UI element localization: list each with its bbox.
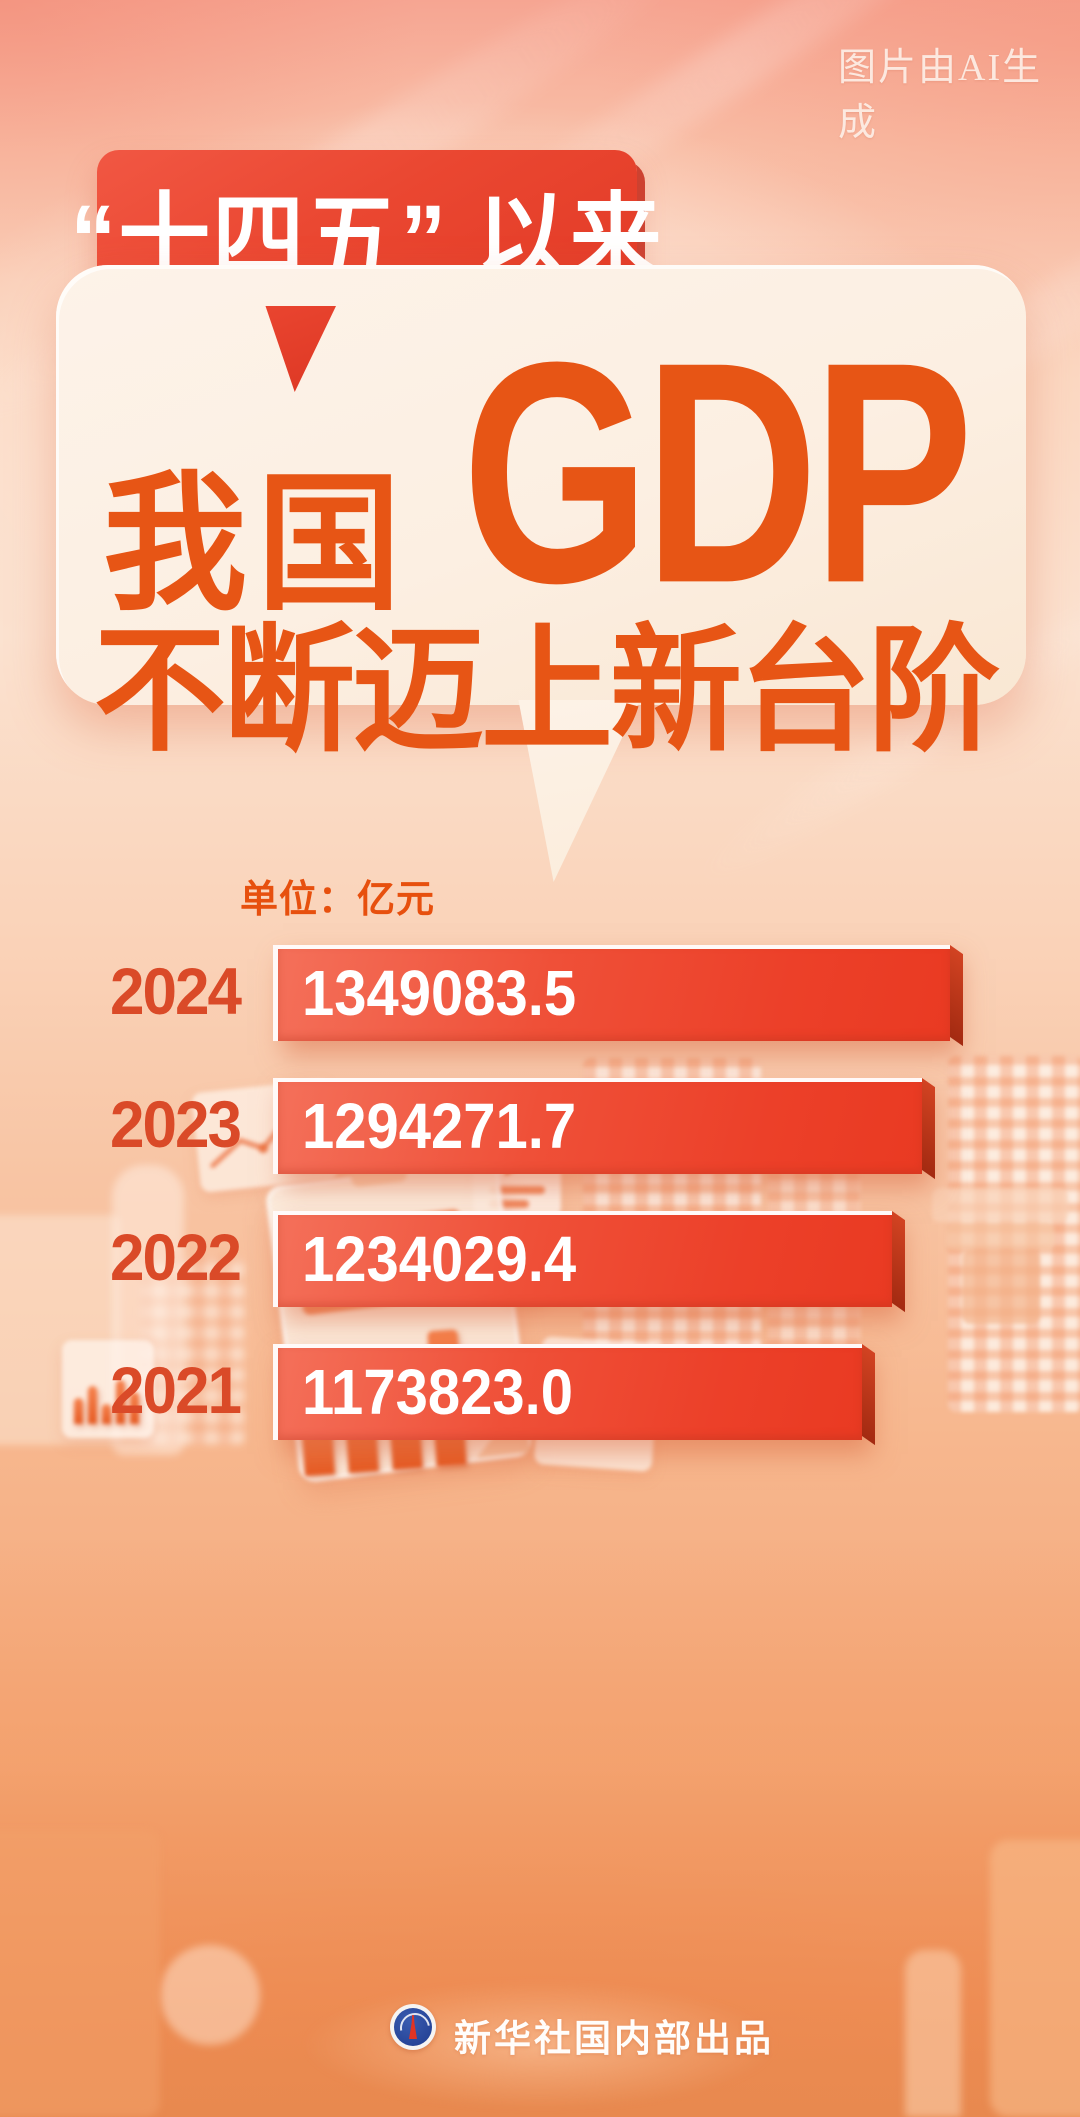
bar-value: 1173823.0 <box>302 1356 573 1429</box>
bg-bottle-right <box>905 1950 961 2117</box>
tower-icon <box>409 2015 417 2039</box>
bg-podium-right <box>932 1188 1068 1222</box>
year-label: 2021 <box>110 1354 242 1429</box>
xinhua-logo <box>390 2004 436 2050</box>
year-label: 2023 <box>110 1088 242 1163</box>
xinhua-emblem-icon <box>394 2008 432 2046</box>
mini-bar <box>102 1404 111 1424</box>
year-label: 2024 <box>110 955 242 1030</box>
bar-value: 1349083.5 <box>302 957 577 1030</box>
bar-value: 1234029.4 <box>302 1223 577 1296</box>
title-bubble <box>56 265 1026 705</box>
title-line2: 不断迈上新台阶 <box>94 614 1000 768</box>
bg-podium-right-2 <box>946 1222 1054 1250</box>
doc-line <box>489 1186 545 1194</box>
chart-row: 2024 1349083.5 <box>0 945 1080 1041</box>
bg-cube-left <box>0 1830 160 2117</box>
chart-row: 2023 1294271.7 <box>0 1078 1080 1174</box>
bg-cylinder-right <box>990 1840 1080 2117</box>
mini-bar <box>74 1398 83 1424</box>
mini-bar <box>130 1392 139 1424</box>
doc-line <box>489 1200 529 1208</box>
unit-label: 单位：亿元 <box>240 879 436 921</box>
bg-podium-right-3 <box>962 1250 1040 1324</box>
bg-plate <box>300 1980 780 2110</box>
mini-bar <box>116 1380 125 1424</box>
gdp-bar: 1173823.0 <box>273 1344 862 1440</box>
gdp-bar: 1349083.5 <box>273 945 950 1041</box>
title-gdp: GDP <box>462 297 974 649</box>
year-label: 2022 <box>110 1221 242 1296</box>
title-prefix: 我国 <box>103 460 412 628</box>
ai-generated-note: 图片由AI生成 <box>838 47 1043 144</box>
chart-row: 2021 1173823.0 <box>0 1344 1080 1440</box>
gdp-bar: 1234029.4 <box>273 1211 892 1307</box>
mini-bar <box>88 1386 97 1424</box>
bar-value: 1294271.7 <box>302 1090 577 1163</box>
chart-row: 2022 1234029.4 <box>0 1211 1080 1307</box>
bg-stats-card <box>62 1340 154 1438</box>
bg-dome <box>160 1945 260 2045</box>
credit-text: 新华社国内部出品 <box>454 2018 774 2059</box>
gdp-bar: 1294271.7 <box>273 1078 922 1174</box>
